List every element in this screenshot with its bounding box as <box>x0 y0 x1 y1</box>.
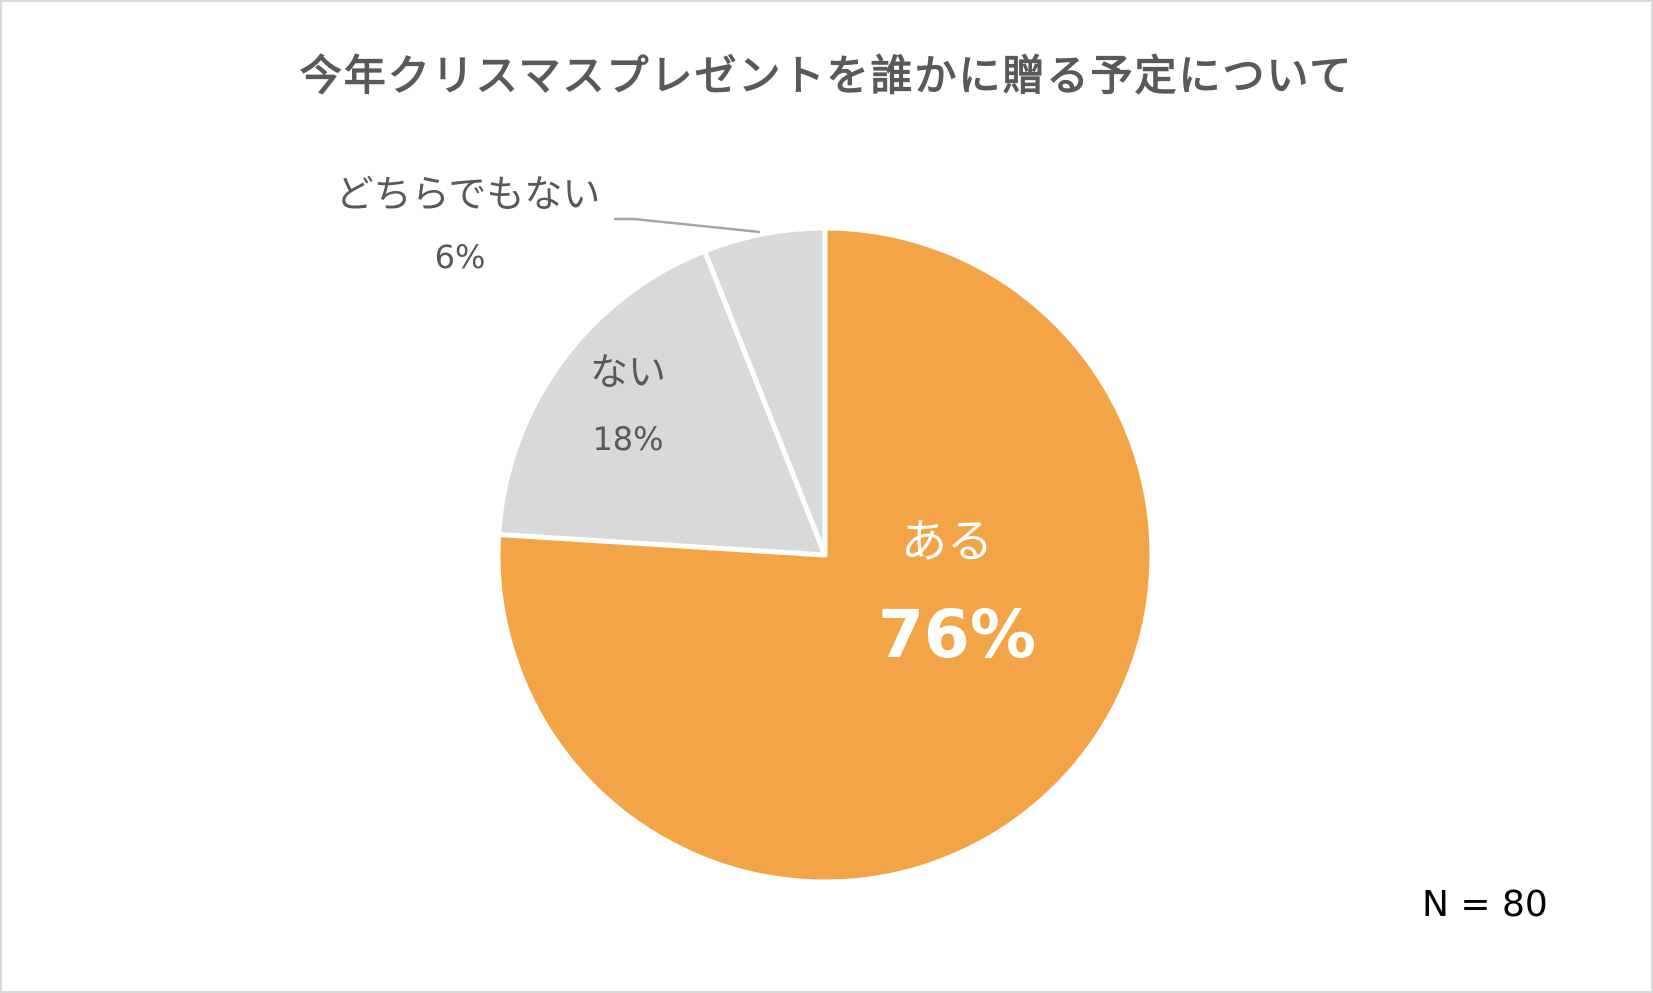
slice-name-label-1: ある <box>901 514 993 568</box>
slice-name-label-2: ない <box>590 350 666 394</box>
sample-size-note: N = 80 <box>1422 884 1548 925</box>
slice-value-label-3: 6% <box>435 238 486 276</box>
pie-slice-3 <box>702 225 828 558</box>
leader-line <box>614 217 761 234</box>
chart-title: 今年クリスマスプレゼントを誰かに贈る予定について <box>299 51 1354 100</box>
slice-name-label-3: どちらでもない <box>336 172 601 216</box>
slice-value-label-1: 76% <box>878 596 1036 673</box>
slice-value-label-2: 18% <box>592 420 663 458</box>
pie-slice-2 <box>496 248 828 558</box>
